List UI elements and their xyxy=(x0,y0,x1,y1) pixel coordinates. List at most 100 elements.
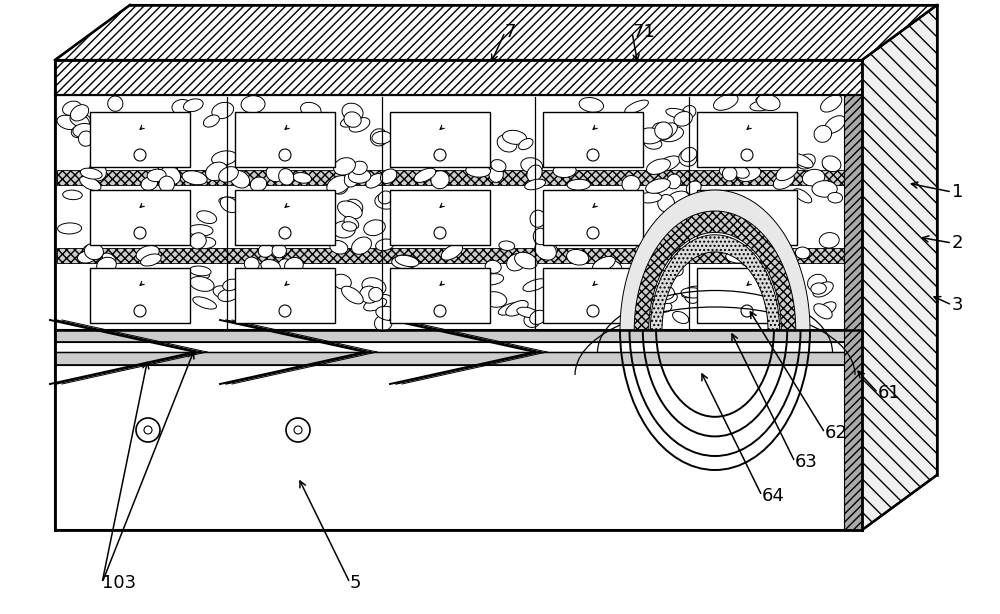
Ellipse shape xyxy=(757,94,780,111)
Ellipse shape xyxy=(681,147,697,161)
Ellipse shape xyxy=(567,179,590,190)
Ellipse shape xyxy=(136,246,159,261)
Ellipse shape xyxy=(342,103,363,121)
Ellipse shape xyxy=(523,279,547,292)
Ellipse shape xyxy=(70,104,89,121)
Ellipse shape xyxy=(524,314,540,327)
Ellipse shape xyxy=(301,103,321,117)
Ellipse shape xyxy=(773,173,794,189)
Ellipse shape xyxy=(719,161,739,177)
Circle shape xyxy=(741,305,753,317)
Ellipse shape xyxy=(327,176,350,194)
Ellipse shape xyxy=(342,286,363,304)
Ellipse shape xyxy=(366,174,383,188)
Ellipse shape xyxy=(646,179,670,193)
Ellipse shape xyxy=(637,192,662,203)
Ellipse shape xyxy=(212,103,234,119)
Ellipse shape xyxy=(159,176,174,192)
Ellipse shape xyxy=(88,163,106,181)
Polygon shape xyxy=(55,60,862,95)
Ellipse shape xyxy=(76,115,92,132)
Circle shape xyxy=(587,305,599,317)
Ellipse shape xyxy=(84,243,103,260)
Circle shape xyxy=(434,227,446,239)
Ellipse shape xyxy=(515,252,537,269)
Ellipse shape xyxy=(814,304,832,319)
Ellipse shape xyxy=(828,192,843,203)
Ellipse shape xyxy=(681,288,704,298)
Ellipse shape xyxy=(376,239,394,251)
Ellipse shape xyxy=(519,139,533,150)
Ellipse shape xyxy=(77,251,96,263)
Ellipse shape xyxy=(506,300,528,316)
Ellipse shape xyxy=(370,129,388,146)
Ellipse shape xyxy=(344,112,361,127)
Ellipse shape xyxy=(344,217,359,229)
Ellipse shape xyxy=(141,254,161,266)
Ellipse shape xyxy=(364,220,385,236)
Ellipse shape xyxy=(333,274,351,289)
Ellipse shape xyxy=(819,233,839,248)
Ellipse shape xyxy=(141,177,158,190)
Ellipse shape xyxy=(536,243,557,258)
Text: 63: 63 xyxy=(795,453,818,471)
Circle shape xyxy=(286,418,310,442)
Circle shape xyxy=(434,149,446,161)
Ellipse shape xyxy=(644,138,662,149)
Ellipse shape xyxy=(825,115,845,133)
Ellipse shape xyxy=(530,210,546,227)
Ellipse shape xyxy=(792,154,813,168)
Polygon shape xyxy=(543,268,643,323)
Polygon shape xyxy=(390,268,490,323)
Ellipse shape xyxy=(344,169,359,187)
Ellipse shape xyxy=(395,255,419,266)
Ellipse shape xyxy=(330,241,348,254)
Polygon shape xyxy=(844,95,862,530)
Text: 71: 71 xyxy=(632,23,655,41)
Text: 5: 5 xyxy=(350,574,362,592)
Ellipse shape xyxy=(261,260,280,272)
Ellipse shape xyxy=(686,181,701,195)
Ellipse shape xyxy=(797,154,815,169)
Ellipse shape xyxy=(682,106,696,119)
Ellipse shape xyxy=(652,123,667,138)
Ellipse shape xyxy=(533,228,548,245)
Ellipse shape xyxy=(525,179,546,190)
Ellipse shape xyxy=(776,163,798,181)
Ellipse shape xyxy=(673,311,689,324)
Ellipse shape xyxy=(63,101,81,115)
Ellipse shape xyxy=(662,293,677,303)
Ellipse shape xyxy=(183,99,203,112)
Ellipse shape xyxy=(655,123,677,141)
Circle shape xyxy=(587,149,599,161)
Ellipse shape xyxy=(682,286,701,298)
Ellipse shape xyxy=(71,126,87,138)
Ellipse shape xyxy=(660,126,683,142)
Ellipse shape xyxy=(73,123,95,138)
Ellipse shape xyxy=(431,171,449,188)
Ellipse shape xyxy=(380,169,397,184)
Ellipse shape xyxy=(185,270,210,279)
Ellipse shape xyxy=(392,255,417,269)
Ellipse shape xyxy=(206,162,228,181)
Ellipse shape xyxy=(681,204,697,220)
Ellipse shape xyxy=(637,128,662,144)
Ellipse shape xyxy=(272,244,286,258)
Ellipse shape xyxy=(213,286,235,299)
Ellipse shape xyxy=(57,115,79,130)
Ellipse shape xyxy=(647,159,670,174)
Ellipse shape xyxy=(466,165,491,177)
Ellipse shape xyxy=(489,166,503,182)
Ellipse shape xyxy=(340,116,359,127)
Ellipse shape xyxy=(338,201,362,219)
Ellipse shape xyxy=(485,260,501,273)
Ellipse shape xyxy=(497,134,517,152)
Ellipse shape xyxy=(97,257,116,273)
Ellipse shape xyxy=(182,171,207,185)
Ellipse shape xyxy=(212,151,237,165)
Ellipse shape xyxy=(102,253,116,264)
Ellipse shape xyxy=(802,169,825,186)
Polygon shape xyxy=(543,190,643,245)
Ellipse shape xyxy=(189,266,211,276)
Circle shape xyxy=(294,426,302,434)
